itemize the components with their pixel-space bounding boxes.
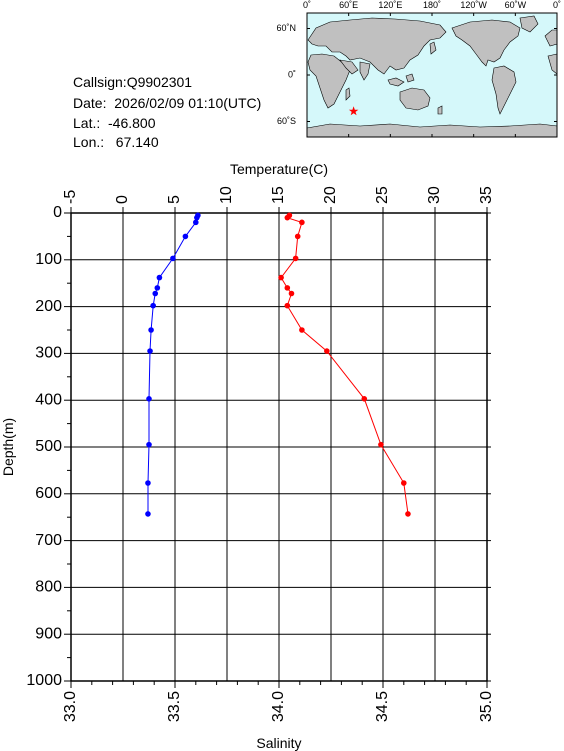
map-longitude-label: 120˚E [378,0,402,10]
sal-tick-label: 34.5 [374,691,391,722]
latitude-text: Lat.: -46.800 [73,115,156,131]
sal-tick-label: 35.0 [478,691,495,722]
salinity-data-point [284,285,291,291]
temperature-data-point [146,441,152,448]
depth-tick-label: 700 [35,532,62,549]
salinity-data-point [284,302,291,309]
salinity-data-point [288,290,295,297]
map-longitude-label: 0˚ [303,0,311,10]
salinity-data-point [292,255,299,262]
depth-tick-labels: 0 100 200 300 400 500 600 700 800 900 1000 [26,204,62,689]
map-longitude-label: 120˚W [460,0,487,10]
salinity-data-point [401,480,407,486]
map-longitude-label: 60˚W [505,0,527,10]
sal-tick-label: 33.5 [166,691,183,722]
temperature-data-point [182,233,189,240]
map-longitude-label: 180˚ [423,0,441,10]
salinity-axis-label: Salinity [256,735,301,751]
depth-tick-label: 400 [35,391,62,408]
star-marker-icon [348,106,359,116]
depth-tick-label: 300 [35,345,62,362]
sal-tick-label: 34.0 [270,691,287,722]
depth-tick-label: 600 [35,485,62,502]
temp-tick-label: 10 [218,186,235,204]
salinity-tick-labels: 33.0 33.5 34.0 34.5 35.0 [62,691,495,722]
map-ticks [306,13,558,137]
temp-tick-label: 15 [270,186,287,204]
temperature-data-point [146,395,152,402]
map-longitude-labels: 0˚ 60˚E 120˚E 180˚ 120˚W 60˚W 0˚ [303,0,561,10]
map-latitude-label: 0˚ [288,69,296,79]
temp-tick-label: 5 [166,195,183,204]
callsign-text: Callsign:Q9902301 [73,74,193,90]
temperature-data-point [148,327,154,333]
date-text: Date: 2026/02/09 01:10(UTC) [73,95,262,111]
chart-grid [71,213,487,681]
temp-tick-label: 30 [426,186,443,204]
longitude-text: Lon.: 67.140 [73,134,159,150]
depth-tick-label: 900 [35,625,62,642]
map-longitude-label: 0˚ [553,0,561,10]
temp-tick-label: 25 [374,186,391,204]
depth-tick-label: 1000 [26,672,62,689]
salinity-data-point [405,511,411,517]
map-latitude-label: 60˚S [277,116,296,126]
salinity-data-point [284,214,291,221]
temperature-data-point [154,285,161,291]
temperature-data-point [145,480,151,486]
salinity-data-point [324,348,330,354]
depth-tick-label: 500 [35,438,62,455]
salinity-data-point [361,395,368,402]
depth-tick-label: 0 [53,204,62,221]
temp-tick-label: 20 [322,186,339,204]
salinity-data-point [299,219,305,226]
map-longitude-label: 60˚E [339,0,358,10]
temperature-tick-labels: -5 0 5 10 15 20 25 30 35 [62,186,495,204]
temperature-data-point [170,255,176,262]
salinity-data-point [278,274,284,281]
float-location-star [348,106,359,116]
depth-axis-label: Depth(m) [0,418,16,476]
temperature-data-point [194,214,200,221]
depth-tick-label: 100 [35,251,62,268]
salinity-data-point [378,441,384,448]
depth-tick-label: 200 [35,298,62,315]
map-latitude-label: 60˚N [276,23,296,33]
temperature-data-point [156,274,163,281]
axis-ticks [64,207,491,688]
temperature-axis-label: Temperature(C) [230,161,328,177]
sal-tick-label: 33.0 [62,691,79,722]
salinity-data-point [299,327,305,333]
temp-tick-label: 35 [478,186,495,204]
salinity-data-point [294,233,301,240]
temperature-data-point [150,302,156,309]
temperature-data-point [193,219,199,226]
profile-chart: -5 0 5 10 15 20 25 30 35 33.0 33.5 34.0 34.5 35.0 01… [0,161,495,751]
profile-series [145,212,411,517]
map-land [306,15,558,138]
temperature-data-point [145,511,151,517]
temperature-data-point [152,290,159,297]
temperature-data-point [147,348,153,354]
map-latitude-labels: 60˚N 0˚ 60˚S [276,23,296,126]
depth-tick-label: 800 [35,579,62,596]
temp-tick-label: 0 [114,195,131,204]
temp-tick-label: -5 [62,190,79,204]
location-map: 0˚ 60˚E 120˚E 180˚ 120˚W 60˚W 0˚ 60˚N 0˚ 60˚S [276,0,561,138]
